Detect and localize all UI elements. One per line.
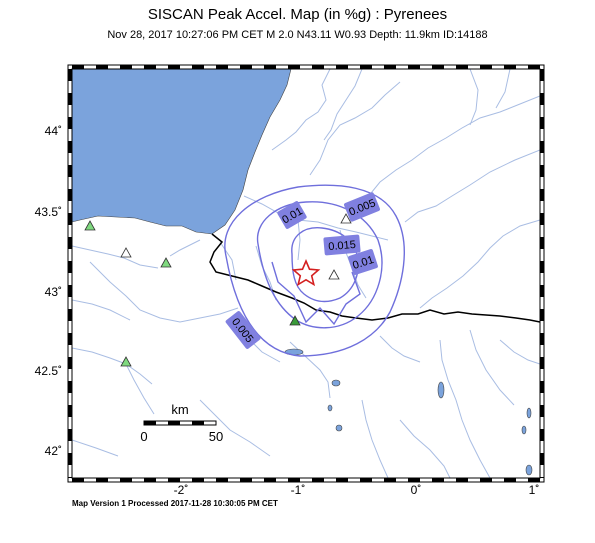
lat-tick-label: 43.5˚	[35, 205, 62, 219]
epicenter-star-icon	[291, 258, 321, 287]
station-triangle-icon	[84, 220, 96, 231]
lon-tick-label: -2˚	[174, 483, 189, 497]
contour-0005-inner	[271, 261, 361, 326]
contour-0005	[224, 184, 405, 357]
map-frame	[67, 64, 545, 483]
event-info: Nov 28, 2017 10:27:06 PM CET M 2.0 N43.1…	[107, 29, 488, 41]
station-triangle-icon	[120, 356, 132, 367]
station-triangle-icon	[340, 213, 352, 224]
scale-bar: km 0 50	[140, 402, 223, 444]
rivers	[72, 69, 540, 478]
contour-labels: 0.005 0.01 0.015 0.01 0.005	[225, 192, 380, 349]
map-area: 0.005 0.01 0.015 0.01 0.005	[72, 69, 540, 478]
processing-info: Map Version 1 Processed 2017-11-28 10:30…	[72, 499, 278, 508]
station-triangle-icon	[120, 247, 132, 258]
station-triangle-icon	[328, 269, 340, 280]
lat-ticks: 44˚ 43.5˚ 43˚ 42.5˚ 42˚	[35, 124, 62, 458]
contour-label: 0.015	[328, 239, 356, 253]
stations	[84, 213, 352, 367]
lon-tick-label: -1˚	[291, 483, 306, 497]
scale-end: 50	[209, 429, 223, 444]
lat-tick-label: 44˚	[45, 124, 62, 138]
lat-tick-label: 43˚	[45, 285, 62, 299]
station-triangle-icon	[160, 257, 172, 268]
scale-start: 0	[140, 429, 147, 444]
contour-001	[256, 201, 383, 329]
pga-contours	[224, 184, 405, 357]
sea-area	[72, 69, 292, 235]
lat-tick-label: 42.5˚	[35, 364, 62, 378]
map-title: SISCAN Peak Accel. Map (in %g) : Pyrenee…	[147, 6, 448, 23]
lon-ticks: -2˚ -1˚ 0˚ 1˚	[174, 483, 540, 497]
station-triangle-icon	[289, 315, 301, 326]
country-border	[209, 233, 540, 323]
scale-unit: km	[171, 402, 188, 417]
lon-tick-label: 1˚	[529, 483, 540, 497]
lat-tick-label: 42˚	[45, 444, 62, 458]
lon-tick-label: 0˚	[411, 483, 422, 497]
